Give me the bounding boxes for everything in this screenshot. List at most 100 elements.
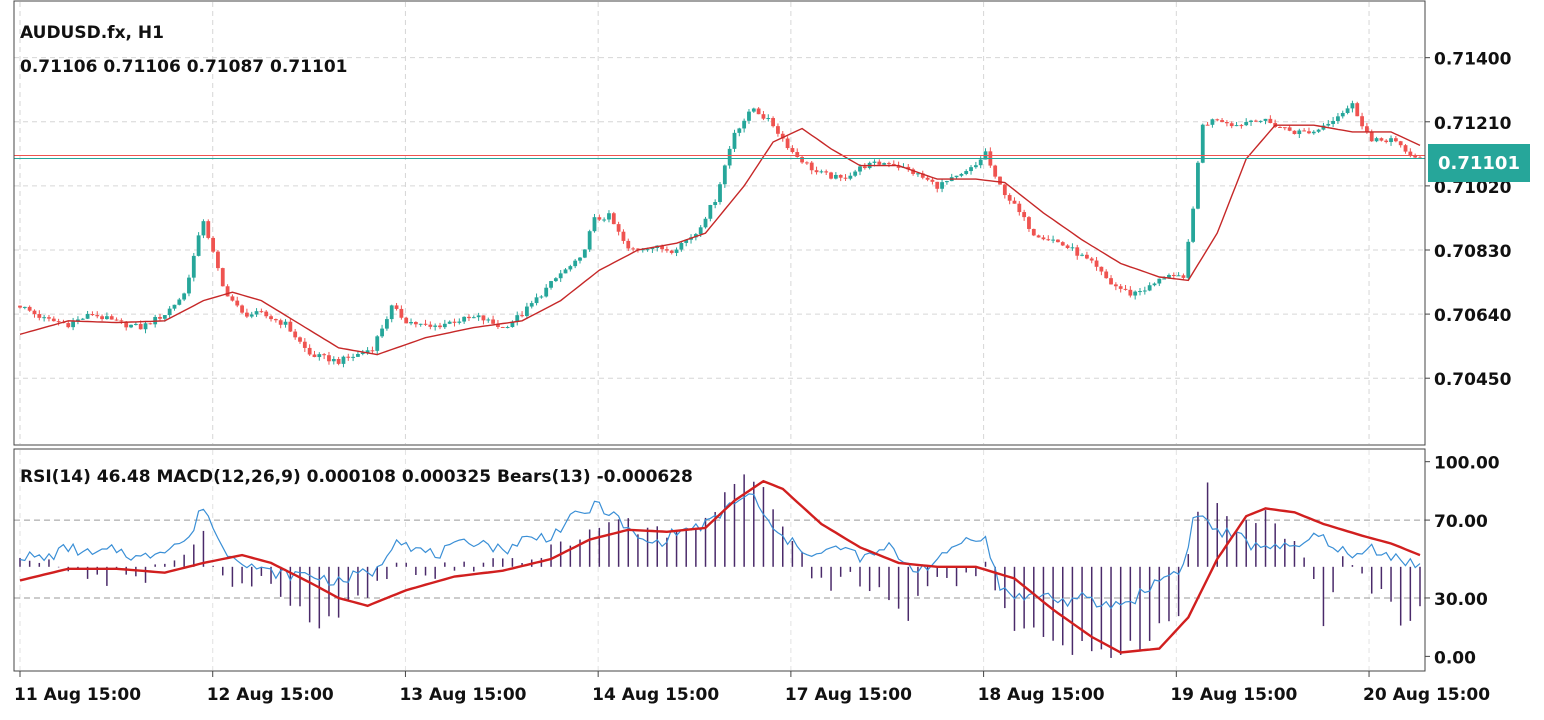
candle-body — [1268, 118, 1273, 124]
candle-body — [621, 231, 626, 241]
candle-body — [1099, 266, 1104, 272]
candle-body — [1345, 108, 1350, 113]
price-panel-frame — [13, 0, 1426, 446]
candle-body — [573, 260, 578, 267]
candle-body — [1205, 124, 1210, 126]
candle-body — [510, 321, 515, 328]
candle-body — [1374, 138, 1379, 142]
candle-body — [500, 326, 505, 328]
candle-body — [264, 311, 269, 317]
candle-body — [172, 304, 177, 309]
candle-body — [597, 217, 602, 220]
candle-body — [1007, 195, 1012, 201]
candle-body — [631, 248, 636, 250]
candle-body — [452, 321, 457, 323]
candle-body — [592, 217, 597, 232]
candle-body — [602, 219, 607, 221]
candle-body — [684, 239, 689, 243]
candle-body — [1152, 283, 1157, 286]
candle-body — [1418, 157, 1422, 159]
candle-body — [549, 281, 553, 288]
candle-body — [356, 353, 360, 357]
candle-body — [636, 248, 640, 250]
candle-body — [1263, 118, 1268, 121]
candle-body — [42, 317, 47, 319]
candle-body — [1036, 235, 1041, 238]
candle-body — [351, 356, 356, 358]
candle-body — [660, 245, 664, 250]
candle-body — [1196, 162, 1200, 209]
candle-body — [138, 323, 143, 330]
candle-body — [302, 341, 307, 348]
moving-average-line — [19, 124, 1421, 356]
price-tick-label: 0.71020 — [1434, 178, 1512, 198]
candle-body — [1157, 278, 1162, 284]
candle-body — [1379, 138, 1384, 141]
candle-body — [389, 305, 394, 320]
candle-body — [365, 350, 370, 353]
candle-body — [143, 323, 148, 330]
candle-body — [1104, 271, 1109, 279]
candle-body — [1302, 130, 1307, 132]
candle-body — [1408, 151, 1413, 156]
candle-body — [1224, 122, 1229, 124]
candle-body — [1070, 247, 1075, 249]
candle-body — [973, 165, 978, 168]
candle-body — [809, 162, 814, 171]
candle-body — [476, 315, 481, 318]
candle-body — [341, 356, 346, 364]
candle-body — [293, 331, 298, 338]
candle-body — [109, 316, 114, 320]
candle-body — [22, 306, 27, 308]
candle-body — [626, 240, 631, 249]
candle-body — [795, 152, 800, 157]
candle-body — [438, 325, 442, 328]
candle-body — [732, 132, 737, 149]
candle-body — [727, 148, 732, 166]
candle-body — [1080, 254, 1084, 256]
candle-body — [1084, 254, 1089, 259]
candle-body — [819, 171, 824, 173]
candle-body — [930, 179, 935, 182]
candle-body — [935, 181, 940, 189]
candle-body — [771, 118, 776, 127]
candle-body — [669, 250, 674, 253]
candle-body — [47, 317, 51, 319]
candle-body — [283, 321, 288, 325]
candle-body — [607, 213, 611, 220]
candle-body — [529, 303, 534, 307]
candle-body — [1031, 228, 1036, 236]
candle-body — [1133, 291, 1138, 296]
candle-body — [1002, 184, 1007, 196]
candle-body — [505, 327, 510, 329]
candle-body — [409, 322, 413, 324]
candle-body — [843, 177, 848, 179]
candle-body — [978, 159, 983, 166]
time-tick-label: 14 Aug 15:00 — [592, 685, 719, 705]
candlesticks — [18, 100, 1422, 368]
candle-body — [737, 128, 742, 133]
candle-body — [486, 319, 491, 321]
moving-average — [19, 124, 1421, 356]
candle-body — [1393, 138, 1398, 142]
candle-body — [1321, 125, 1326, 130]
candle-body — [1017, 203, 1022, 213]
candle-body — [1109, 278, 1113, 285]
candle-body — [104, 316, 109, 320]
candle-body — [119, 320, 124, 322]
candle-body — [722, 165, 727, 185]
candle-body — [370, 350, 375, 352]
candle-body — [848, 175, 853, 179]
candle-body — [993, 165, 998, 177]
candle-body — [645, 249, 650, 251]
candle-body — [249, 314, 254, 317]
candle-body — [1326, 123, 1331, 126]
candle-body — [524, 306, 529, 316]
price-tick-label: 0.71400 — [1434, 50, 1512, 70]
candle-body — [964, 171, 969, 174]
candle-body — [1142, 290, 1147, 292]
candle-body — [1118, 286, 1123, 289]
candle-body — [1336, 116, 1340, 121]
candle-body — [360, 352, 365, 354]
